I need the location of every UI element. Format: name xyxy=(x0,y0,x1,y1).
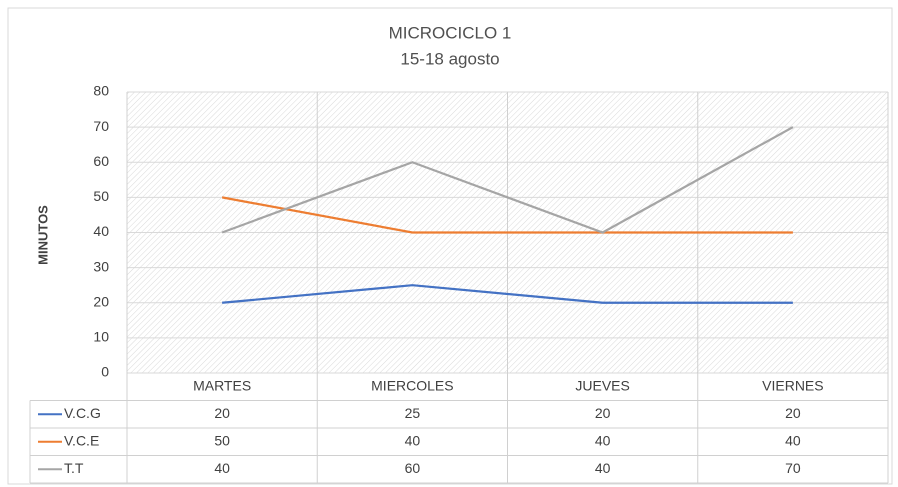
table-value: 40 xyxy=(595,460,611,476)
table-value: 20 xyxy=(214,405,230,421)
y-tick-label: 0 xyxy=(101,364,109,380)
table-value: 60 xyxy=(405,460,421,476)
table-value: 20 xyxy=(595,405,611,421)
table-value: 70 xyxy=(785,460,801,476)
x-tick-label: MIERCOLES xyxy=(371,377,453,393)
y-tick-label: 60 xyxy=(93,153,109,169)
chart-title: MICROCICLO 1 xyxy=(389,23,512,42)
chart-subtitle: 15-18 agosto xyxy=(400,49,499,68)
legend-label: T.T xyxy=(64,460,84,476)
y-axis-label: MINUTOS xyxy=(35,205,50,265)
legend-label: V.C.G xyxy=(64,405,101,421)
series-line xyxy=(221,126,794,234)
y-tick-label: 30 xyxy=(93,258,109,274)
series-line xyxy=(221,196,793,234)
series-line xyxy=(222,284,793,304)
legend-label: V.C.E xyxy=(64,432,99,448)
x-tick-label: VIERNES xyxy=(762,377,823,393)
table-value: 40 xyxy=(785,432,801,448)
y-tick-label: 50 xyxy=(93,188,109,204)
y-tick-label: 10 xyxy=(93,329,109,345)
table-value: 40 xyxy=(405,432,421,448)
table-value: 50 xyxy=(214,432,230,448)
table-value: 20 xyxy=(785,405,801,421)
table-value: 25 xyxy=(405,405,421,421)
table-value: 40 xyxy=(214,460,230,476)
x-tick-label: JUEVES xyxy=(575,377,629,393)
y-tick-label: 40 xyxy=(93,223,109,239)
y-tick-label: 20 xyxy=(93,293,109,309)
y-tick-label: 80 xyxy=(93,83,109,99)
x-tick-label: MARTES xyxy=(193,377,251,393)
table-value: 40 xyxy=(595,432,611,448)
y-tick-label: 70 xyxy=(93,118,109,134)
